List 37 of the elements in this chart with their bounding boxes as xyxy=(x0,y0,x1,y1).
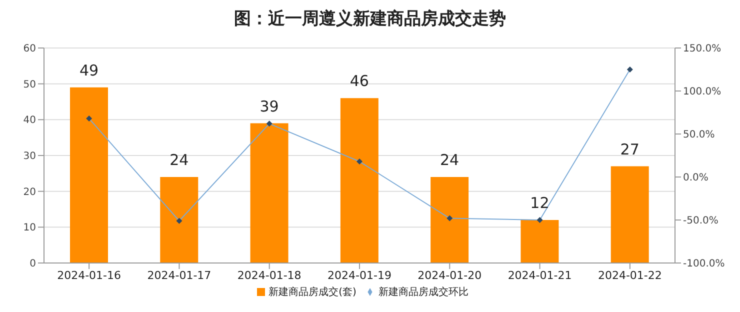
legend-label: 新建商品房成交(套) xyxy=(268,287,356,298)
bar xyxy=(250,123,288,263)
bar xyxy=(160,177,198,263)
y-tick-label: 50 xyxy=(23,79,36,90)
data-label: 24 xyxy=(440,151,460,169)
bar xyxy=(610,166,649,263)
y-tick-label: 40 xyxy=(23,115,36,126)
chart-title: 图：近一周遵义新建商品房成交走势 xyxy=(233,8,507,31)
data-label: 49 xyxy=(79,61,99,80)
y2-tick-label: 0.0% xyxy=(683,172,708,184)
bar xyxy=(340,98,378,263)
bar xyxy=(520,220,559,263)
y-tick-label: 60 xyxy=(23,44,36,55)
y2-tick-label: -100.0% xyxy=(683,258,725,270)
x-tick-label: 2024-01-21 xyxy=(508,268,572,282)
data-label: 24 xyxy=(170,151,189,169)
x-tick-label: 2024-01-18 xyxy=(237,268,302,282)
legend-label: 新建商品房成交环比 xyxy=(378,287,468,298)
y-tick-label: 0 xyxy=(30,258,36,270)
x-tick-label: 2024-01-17 xyxy=(147,268,212,282)
x-tick-label: 2024-01-20 xyxy=(418,268,482,282)
x-tick-label: 2024-01-19 xyxy=(328,268,392,282)
y2-tick-label: -50.0% xyxy=(683,216,718,227)
data-label: 12 xyxy=(530,194,550,212)
bar xyxy=(430,177,469,263)
y2-tick-label: 100.0% xyxy=(683,86,722,98)
data-label: 46 xyxy=(350,72,369,90)
data-label: 27 xyxy=(620,140,640,158)
bar xyxy=(70,87,108,263)
y-tick-label: 30 xyxy=(23,151,36,162)
x-tick-label: 2024-01-22 xyxy=(598,268,662,282)
data-label: 39 xyxy=(260,97,279,116)
x-tick-label: 2024-01-16 xyxy=(57,268,122,282)
y2-tick-label: 50.0% xyxy=(683,130,715,141)
y-tick-label: 10 xyxy=(23,222,36,234)
y-tick-label: 20 xyxy=(23,186,36,198)
y2-tick-label: 150.0% xyxy=(683,44,722,55)
